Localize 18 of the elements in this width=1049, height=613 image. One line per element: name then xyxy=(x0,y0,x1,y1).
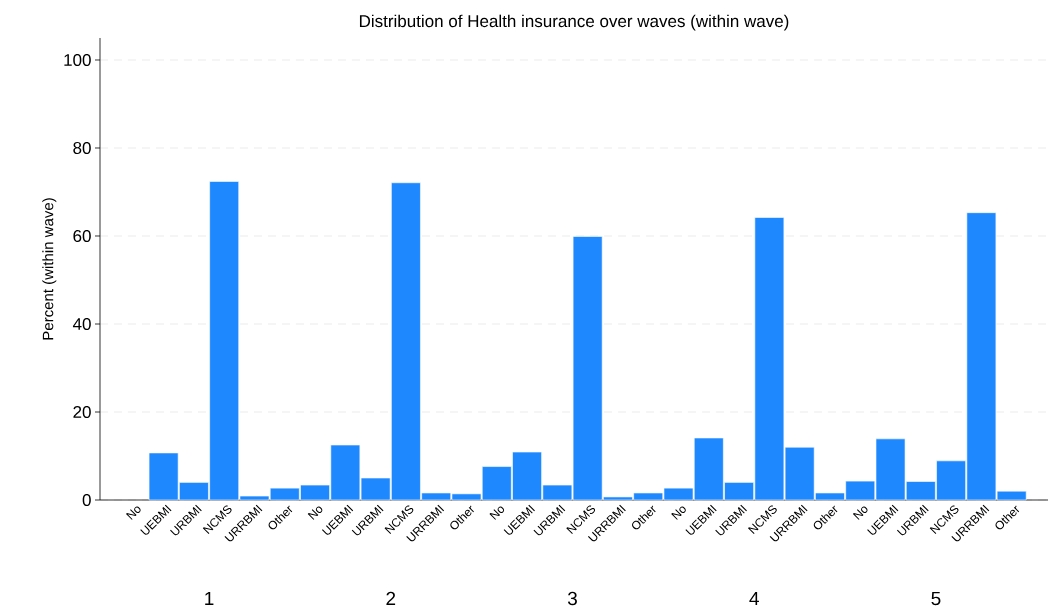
y-tick-label: 0 xyxy=(82,493,91,507)
text: 1 xyxy=(205,591,214,605)
y-tick-label: 40 xyxy=(72,317,91,331)
y-tick-label: 100 xyxy=(64,53,91,67)
y-tick-label: 60 xyxy=(73,229,91,243)
text: 3 xyxy=(567,591,577,606)
x-tick-label: No xyxy=(126,506,141,520)
chart-title: Distribution of Health insurance over waves (within wave) xyxy=(359,14,789,31)
text: 2 xyxy=(386,591,396,605)
x-tick-label: No xyxy=(307,506,323,520)
y-tick-label: 80 xyxy=(73,141,91,155)
text: 4 xyxy=(749,591,759,605)
y-tick-label: 20 xyxy=(73,405,91,419)
y-axis-title: Percent (within wave) xyxy=(42,198,57,340)
x-tick-label: No xyxy=(671,506,686,520)
text: 5 xyxy=(931,591,941,606)
x-tick-label: No xyxy=(489,506,505,520)
x-tick-label: No xyxy=(852,506,868,520)
